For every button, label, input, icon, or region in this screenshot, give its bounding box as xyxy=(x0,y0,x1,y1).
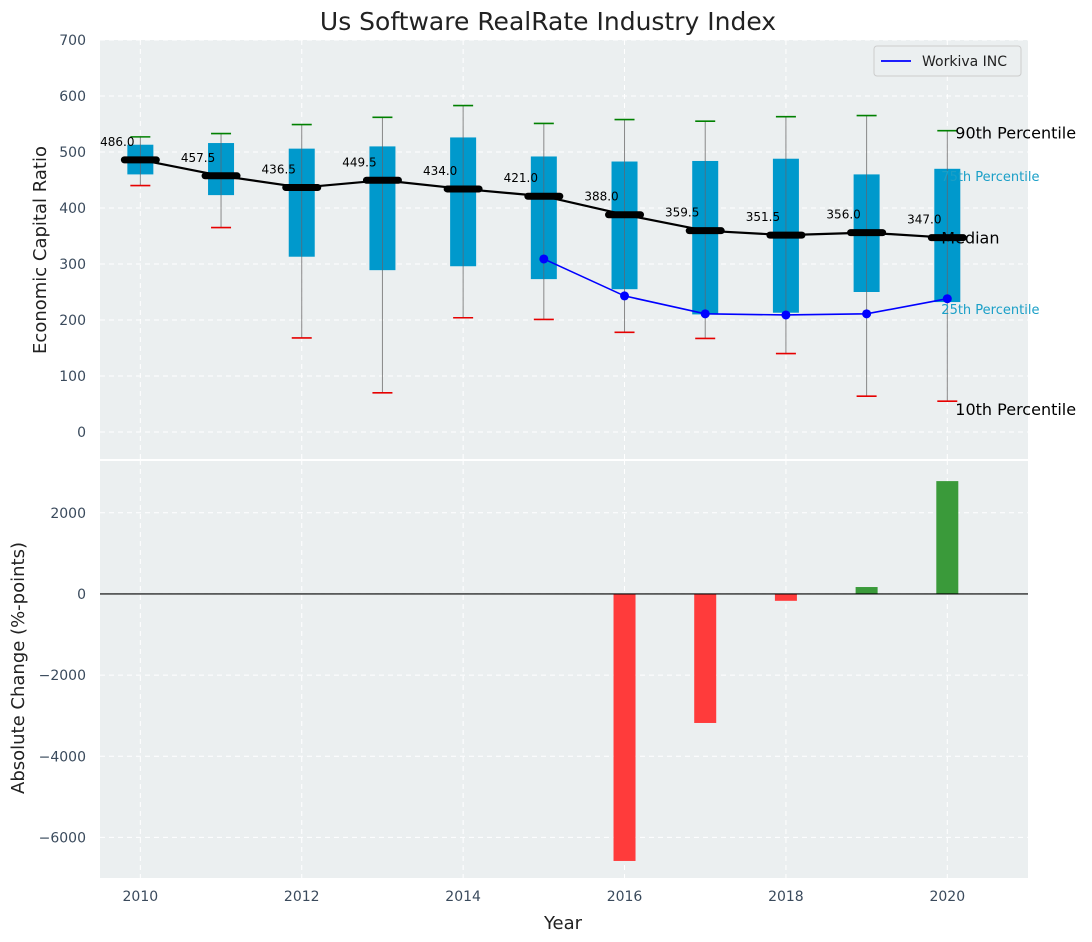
median-value-label: 347.0 xyxy=(907,213,941,227)
median-value-label: 436.5 xyxy=(262,163,296,177)
median-value-label: 457.5 xyxy=(181,151,215,165)
legend-label-workiva: Workiva INC xyxy=(922,54,1007,70)
top-y-tick-label: 400 xyxy=(59,201,86,217)
median-value-label: 449.5 xyxy=(342,155,376,169)
label-25th-percentile: 25th Percentile xyxy=(941,303,1039,318)
label-median: Median xyxy=(941,229,999,248)
x-tick-label: 2020 xyxy=(929,889,965,905)
x-tick-label: 2014 xyxy=(445,889,481,905)
bottom-y-tick-label: −6000 xyxy=(39,830,86,846)
change-bar-2019 xyxy=(855,587,878,594)
median-value-label: 421.0 xyxy=(504,171,538,185)
company-point xyxy=(539,254,549,264)
company-point xyxy=(862,309,872,319)
x-tick-label: 2018 xyxy=(768,889,804,905)
top-y-axis-title: Economic Capital Ratio xyxy=(30,146,51,354)
chart-title: Us Software RealRate Industry Index xyxy=(320,7,776,36)
change-bars xyxy=(100,481,1028,861)
median-value-label: 351.5 xyxy=(746,210,780,224)
median-value-label: 356.0 xyxy=(826,208,860,222)
x-tick-labels: 2010 2012 2014 2016 2018 2020 xyxy=(123,889,966,905)
change-bar-2020 xyxy=(936,481,959,594)
top-y-tick-labels: 0 100 200 300 400 500 600 700 xyxy=(59,33,86,441)
x-tick-label: 2012 xyxy=(284,889,320,905)
median-value-label: 359.5 xyxy=(665,206,699,220)
company-polyline xyxy=(543,258,948,316)
legend: Workiva INC xyxy=(873,45,1022,77)
company-point xyxy=(942,294,952,304)
company-point xyxy=(620,291,630,301)
top-y-tick-label: 300 xyxy=(59,257,86,273)
bottom-panel-background xyxy=(100,461,1028,878)
bottom-y-tick-label: 2000 xyxy=(50,506,86,522)
label-10th-percentile: 10th Percentile xyxy=(955,400,1076,419)
change-bar-2017 xyxy=(694,593,717,723)
label-75th-percentile: 75th Percentile xyxy=(941,170,1039,185)
x-tick-label: 2010 xyxy=(123,889,159,905)
change-bar-2018 xyxy=(774,593,797,601)
bottom-y-tick-labels: −6000 −4000 −2000 0 2000 xyxy=(39,506,86,847)
median-value-label: 486.0 xyxy=(100,135,134,149)
median-series xyxy=(120,156,967,242)
bottom-y-tick-label: −2000 xyxy=(39,668,86,684)
company-point xyxy=(700,309,710,319)
top-y-tick-label: 200 xyxy=(59,313,86,329)
company-series xyxy=(539,254,952,320)
bottom-y-axis-title: Absolute Change (%-points) xyxy=(8,542,29,794)
percentile-caps xyxy=(130,104,958,403)
label-90th-percentile: 90th Percentile xyxy=(955,124,1076,143)
change-bar-2016 xyxy=(613,593,636,861)
median-value-labels: 486.0 457.5 436.5 449.5 434.0 421.0 388.0 359.5… xyxy=(100,135,941,227)
company-point xyxy=(781,310,791,320)
bottom-y-tick-label: 0 xyxy=(77,587,86,603)
x-tick-label: 2016 xyxy=(607,889,643,905)
top-y-tick-label: 500 xyxy=(59,145,86,161)
top-y-tick-label: 700 xyxy=(59,33,86,49)
median-value-label: 388.0 xyxy=(584,190,618,204)
median-value-label: 434.0 xyxy=(423,164,457,178)
percentile-side-labels: 90th Percentile 75th Percentile Median 25th… xyxy=(941,124,1076,419)
top-panel-background xyxy=(100,40,1028,460)
x-axis-title: Year xyxy=(543,913,583,934)
bottom-y-tick-label: −4000 xyxy=(39,749,86,765)
legend-frame xyxy=(873,45,1022,77)
top-y-tick-label: 100 xyxy=(59,369,86,385)
top-y-tick-label: 600 xyxy=(59,89,86,105)
top-y-tick-label: 0 xyxy=(77,425,86,441)
